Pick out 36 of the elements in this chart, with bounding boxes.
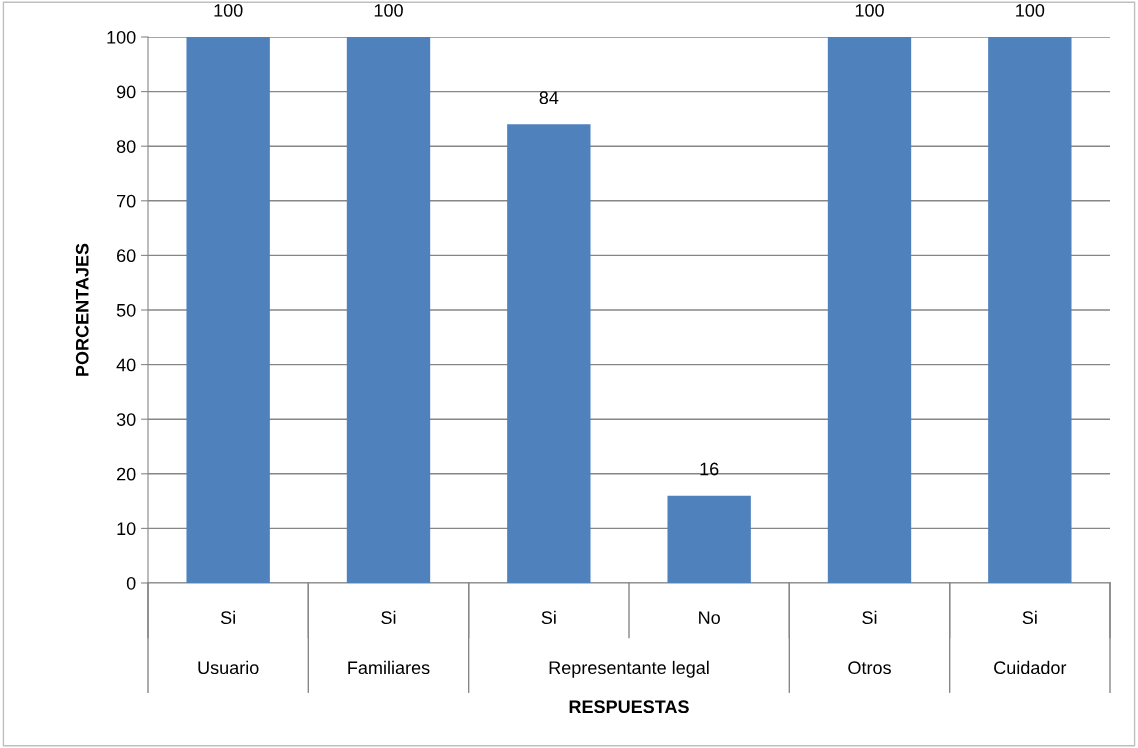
y-tick-label: 30 — [116, 413, 136, 426]
data-label: 84 — [539, 91, 559, 105]
bar — [346, 37, 431, 583]
bar — [988, 37, 1072, 583]
y-tick-label: 80 — [116, 140, 136, 153]
y-tick-label: 0 — [126, 576, 136, 590]
x-tick-label: Si — [862, 610, 877, 625]
y-tick-label: 100 — [107, 30, 136, 44]
data-label: 100 — [214, 3, 243, 17]
y-tick-label: 10 — [117, 522, 136, 536]
text: Representante legal — [549, 660, 709, 678]
bar — [827, 37, 912, 583]
data-label: 100 — [855, 3, 884, 17]
x-tick-label: No — [699, 611, 720, 625]
y-tick-label: 90 — [116, 85, 136, 99]
data-label: 16 — [700, 462, 719, 476]
y-axis-title: PORCENTAJES — [75, 243, 89, 376]
y-tick-label: 50 — [116, 303, 136, 317]
x-tick-label: Si — [541, 610, 556, 625]
bar — [507, 124, 591, 583]
bar — [667, 495, 751, 583]
data-label: 100 — [374, 3, 403, 17]
text: Familiares — [348, 660, 430, 675]
x-tick-label: Si — [220, 610, 235, 625]
data-label: 100 — [1016, 3, 1045, 17]
x-tick-label: Si — [381, 610, 396, 625]
y-tick-label: 40 — [116, 358, 136, 372]
text: Cuidador — [994, 660, 1067, 675]
bar — [186, 37, 270, 583]
y-tick-label: 60 — [117, 249, 136, 263]
x-tick-label: Si — [1022, 610, 1037, 625]
y-tick-label: 20 — [117, 467, 136, 481]
x-axis-title: RESPUESTAS — [569, 700, 689, 714]
y-tick-label: 70 — [117, 194, 136, 208]
text: Otros — [848, 661, 891, 675]
text: Usuario — [198, 660, 259, 675]
